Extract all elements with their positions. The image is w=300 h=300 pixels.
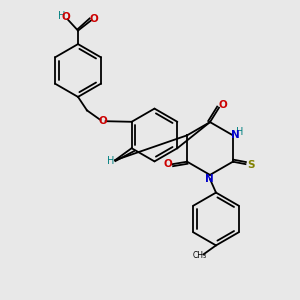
Text: O: O <box>61 12 70 22</box>
Text: CH₃: CH₃ <box>192 251 207 260</box>
Text: N: N <box>232 130 240 140</box>
Text: O: O <box>89 14 98 24</box>
Text: H: H <box>107 156 114 167</box>
Text: O: O <box>164 158 172 169</box>
Text: O: O <box>98 116 107 126</box>
Text: H: H <box>236 127 243 137</box>
Text: O: O <box>218 100 227 110</box>
Text: N: N <box>205 174 214 184</box>
Text: S: S <box>247 160 254 170</box>
Text: H: H <box>58 11 66 21</box>
